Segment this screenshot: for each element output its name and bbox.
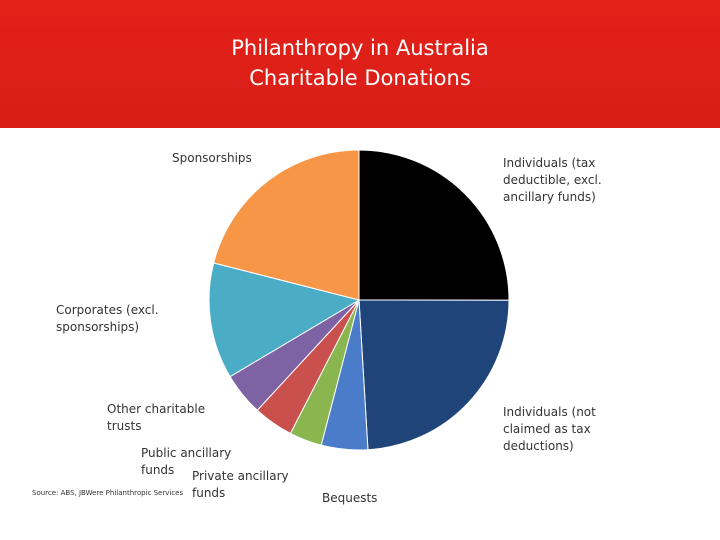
header-band (0, 0, 720, 128)
slice-label: Public ancillary funds (141, 446, 232, 477)
slice-label: Other charitable trusts (107, 402, 206, 433)
pie-slice (358, 149, 510, 301)
slice-label: Private ancillary funds (192, 469, 289, 500)
pie-slice (358, 299, 510, 451)
slice-label: Sponsorships (172, 151, 252, 165)
slice-label: Bequests (322, 491, 378, 505)
source-note: Source: ABS, JBWere Philanthropic Servic… (32, 489, 184, 497)
chart-title: Philanthropy in Australia (231, 36, 489, 60)
slice-label: Individuals (not claimed as tax deductio… (503, 405, 596, 453)
slice-label: Individuals (tax deductible, excl. ancil… (503, 156, 602, 204)
pie-slice (208, 262, 361, 378)
pie-slice (213, 149, 360, 301)
slice-label: Corporates (excl. sponsorships) (56, 303, 159, 334)
chart-subtitle: Charitable Donations (249, 66, 471, 90)
